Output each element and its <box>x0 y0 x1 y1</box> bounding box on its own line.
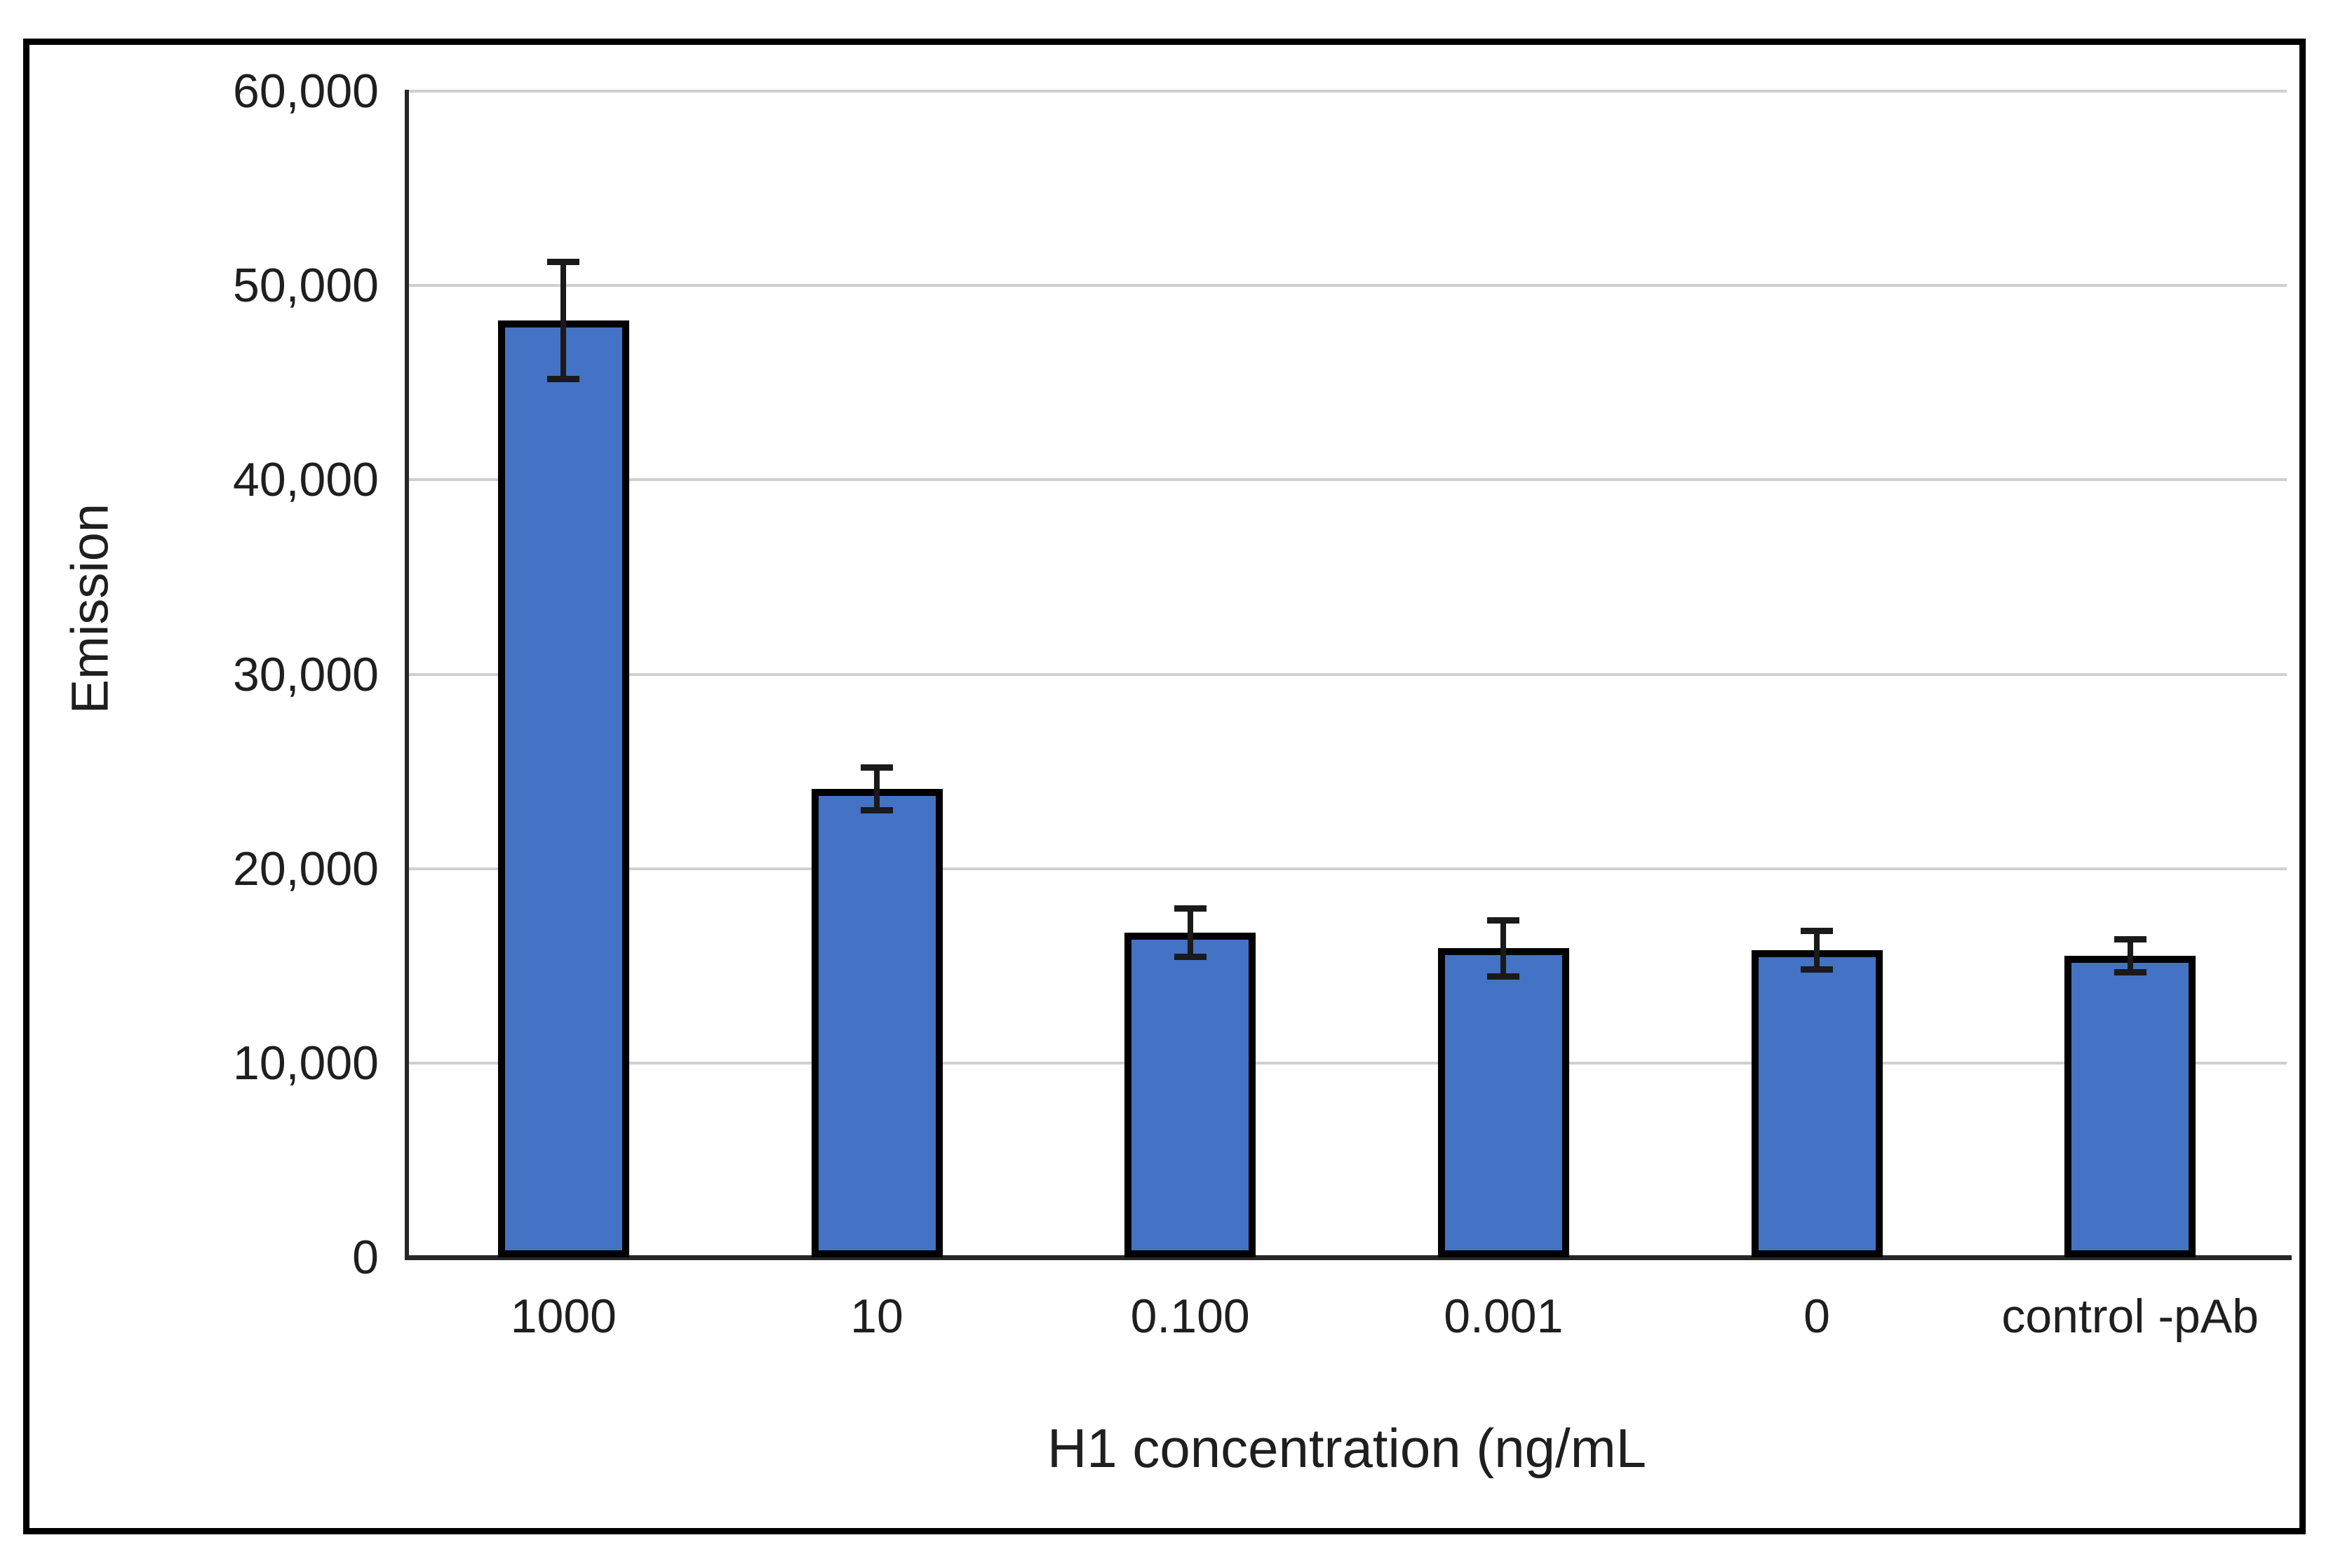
x-category-label: 10 <box>850 1290 903 1343</box>
error-bar-cap <box>1174 954 1207 961</box>
error-bar-stem <box>2127 939 2133 973</box>
x-axis-title: H1 concentration (ng/mL <box>1047 1417 1647 1479</box>
y-tick-label: 30,000 <box>233 647 379 701</box>
bar <box>1124 933 1256 1257</box>
y-tick-label: 60,000 <box>233 65 379 118</box>
error-bar-cap <box>1487 973 1520 980</box>
bar <box>497 320 629 1257</box>
x-category-label: 0.001 <box>1444 1290 1564 1343</box>
x-category-label: 0.100 <box>1130 1290 1250 1343</box>
error-bar-cap <box>1801 927 1833 934</box>
figure-border <box>23 39 2306 1534</box>
y-tick-label: 0 <box>352 1231 379 1284</box>
error-bar-stem <box>874 767 880 811</box>
error-bar-stem <box>1187 908 1193 957</box>
error-bar-cap <box>2114 936 2146 943</box>
x-category-label: control -pAb <box>2001 1290 2259 1343</box>
error-bar-cap <box>861 764 893 771</box>
y-tick-label: 40,000 <box>233 453 379 507</box>
gridline <box>407 90 2287 93</box>
y-axis-line <box>405 90 409 1259</box>
x-axis-line <box>405 1255 2292 1260</box>
error-bar-stem <box>1500 920 1507 977</box>
gridline <box>407 478 2287 482</box>
y-axis-title: Emission <box>60 503 119 715</box>
error-bar-cap <box>547 375 580 382</box>
error-bar-cap <box>1801 966 1833 973</box>
error-bar-cap <box>547 259 580 266</box>
error-bar-cap <box>1487 917 1520 924</box>
bar <box>1437 948 1569 1257</box>
gridline <box>407 1061 2287 1065</box>
x-category-label: 0 <box>1803 1290 1830 1343</box>
y-tick-label: 50,000 <box>233 259 379 313</box>
bar <box>2064 956 2196 1257</box>
error-bar-cap <box>861 807 893 814</box>
bar <box>1751 950 1883 1257</box>
y-tick-label: 20,000 <box>233 842 379 895</box>
bar <box>811 789 943 1257</box>
error-bar-stem <box>560 262 567 379</box>
error-bar-cap <box>1174 905 1207 912</box>
error-bar-stem <box>1814 931 1820 970</box>
gridline <box>407 867 2287 870</box>
plot-area <box>407 90 2287 1257</box>
gridline <box>407 673 2287 676</box>
error-bar-cap <box>2114 969 2146 976</box>
x-category-label: 1000 <box>510 1290 617 1343</box>
gridline <box>407 284 2287 288</box>
y-tick-label: 10,000 <box>233 1036 379 1090</box>
